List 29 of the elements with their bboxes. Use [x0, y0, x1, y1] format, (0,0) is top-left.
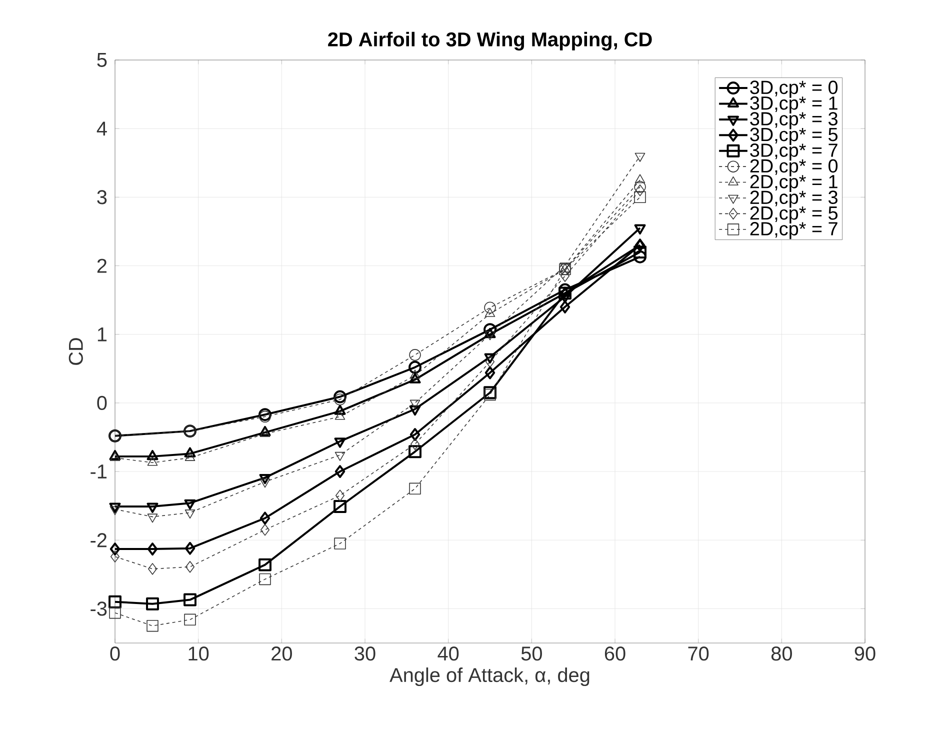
x-tick-label: 80	[771, 646, 792, 661]
legend-label: 2D,cp* = 5	[750, 206, 838, 224]
legend-label: 2D,cp* = 7	[750, 222, 838, 240]
y-tick-label: 4	[96, 122, 107, 136]
legend-label: 3D,cp* = 3	[750, 112, 838, 130]
legend-label: 3D,cp* = 0	[750, 80, 838, 98]
y-tick-label: 1	[98, 328, 107, 342]
legend-label: 3D,cp* = 5	[750, 128, 838, 145]
x-tick-label: 40	[438, 646, 459, 661]
chart-title: 2D Airfoil to 3D Wing Mapping, CD	[328, 32, 652, 50]
x-tick-label: 30	[354, 646, 376, 661]
y-tick-label: 2	[97, 258, 106, 273]
y-tick-label: -2	[90, 533, 106, 548]
x-tick-label: 60	[604, 646, 626, 661]
y-tick-label: 5	[97, 53, 107, 67]
x-axis-title: Angle of Attack, α, deg	[390, 667, 590, 686]
y-axis-title: CD	[68, 338, 83, 365]
legend-label: 2D,cp* = 3	[750, 190, 838, 208]
x-tick-label: 0	[110, 646, 120, 661]
x-tick-label: 70	[688, 646, 709, 661]
y-tick-label: -3	[90, 602, 107, 616]
x-tick-label: 10	[188, 646, 209, 661]
y-tick-label: 3	[97, 190, 107, 204]
legend-label: 2D,cp* = 0	[750, 159, 838, 176]
y-tick-label: -1	[90, 464, 107, 478]
x-tick-label: 20	[272, 646, 292, 661]
x-tick-label: 90	[854, 646, 876, 661]
x-tick-label: 50	[521, 646, 542, 661]
y-tick-label: 0	[97, 396, 107, 410]
